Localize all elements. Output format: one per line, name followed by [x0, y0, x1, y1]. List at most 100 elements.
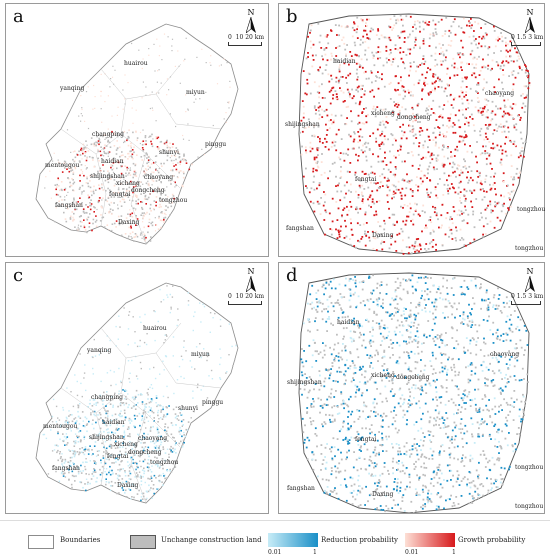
raster-cell — [512, 143, 515, 145]
raster-cell — [301, 100, 304, 102]
raster-cell — [423, 80, 426, 83]
raster-cell — [454, 97, 456, 99]
raster-cell — [380, 425, 383, 428]
raster-cell — [128, 445, 130, 447]
raster-cell — [452, 161, 455, 164]
raster-cell — [302, 112, 305, 115]
raster-cell — [152, 450, 154, 453]
raster-cell — [359, 366, 362, 369]
raster-cell — [358, 485, 361, 487]
raster-cell — [501, 35, 503, 38]
raster-cell — [460, 39, 463, 42]
raster-cell — [468, 492, 471, 495]
raster-cell — [447, 190, 449, 192]
scale-bar-c: 0 10 20 km — [228, 293, 264, 305]
raster-cell — [328, 212, 331, 215]
raster-cell — [52, 160, 54, 162]
raster-cell — [147, 168, 149, 170]
raster-cell — [159, 197, 161, 199]
raster-cell — [82, 420, 84, 422]
raster-cell — [147, 470, 150, 472]
raster-cell — [400, 31, 403, 34]
raster-cell — [321, 404, 324, 407]
raster-cell — [502, 205, 505, 208]
raster-cell — [508, 300, 511, 302]
raster-cell — [207, 108, 209, 110]
raster-cell — [309, 150, 312, 153]
raster-cell — [505, 154, 508, 157]
raster-cell — [417, 373, 419, 376]
raster-cell — [446, 83, 449, 86]
raster-cell — [512, 103, 515, 105]
raster-cell — [460, 431, 462, 434]
raster-cell — [326, 59, 329, 62]
raster-cell — [481, 66, 484, 69]
raster-cell — [317, 69, 320, 71]
raster-cell — [378, 143, 381, 146]
raster-cell — [463, 432, 466, 435]
raster-cell — [142, 435, 144, 438]
raster-cell — [458, 25, 460, 28]
raster-cell — [317, 154, 319, 156]
raster-cell — [429, 430, 432, 433]
raster-cell — [476, 330, 479, 333]
raster-cell — [496, 216, 499, 219]
raster-cell — [147, 180, 149, 182]
raster-cell — [71, 414, 73, 416]
raster-cell — [449, 162, 451, 165]
raster-cell — [320, 197, 322, 199]
raster-cell — [101, 465, 104, 468]
raster-cell — [514, 379, 517, 381]
raster-cell — [417, 429, 420, 432]
raster-cell — [152, 189, 154, 191]
raster-cell — [438, 418, 441, 420]
raster-cell — [466, 99, 469, 102]
raster-cell — [447, 300, 450, 302]
raster-cell — [463, 17, 465, 20]
raster-cell — [497, 107, 499, 110]
raster-cell — [99, 394, 102, 397]
raster-cell — [416, 361, 419, 364]
raster-cell — [473, 238, 476, 241]
raster-cell — [417, 153, 420, 156]
raster-cell — [355, 246, 357, 249]
raster-cell — [378, 451, 380, 454]
raster-cell — [448, 226, 451, 229]
raster-cell — [90, 412, 92, 414]
raster-cell — [174, 155, 177, 158]
raster-cell — [481, 398, 484, 400]
raster-cell — [503, 398, 505, 401]
raster-cell — [482, 421, 484, 424]
raster-cell — [149, 386, 151, 389]
raster-cell — [395, 326, 398, 329]
raster-cell — [481, 418, 483, 421]
raster-cell — [407, 215, 410, 218]
raster-cell — [363, 173, 366, 175]
raster-cell — [316, 445, 318, 448]
beijing-region-map-c — [35, 282, 239, 504]
raster-cell — [462, 393, 465, 395]
raster-cell — [357, 433, 360, 436]
raster-cell — [159, 417, 162, 419]
raster-cell — [98, 138, 101, 141]
raster-cell — [442, 277, 445, 280]
raster-cell — [407, 381, 410, 384]
raster-cell — [386, 122, 389, 124]
raster-cell — [426, 188, 428, 191]
raster-cell — [92, 189, 95, 192]
raster-cell — [350, 380, 353, 383]
raster-cell — [59, 457, 62, 460]
raster-cell — [496, 127, 499, 130]
raster-cell — [393, 314, 395, 317]
raster-cell — [498, 410, 500, 413]
raster-cell — [130, 180, 132, 183]
raster-cell — [83, 226, 86, 229]
raster-cell — [453, 123, 456, 126]
raster-cell — [363, 188, 366, 190]
raster-cell — [331, 220, 334, 223]
raster-cell — [346, 170, 349, 173]
raster-cell — [450, 228, 453, 231]
raster-cell — [480, 483, 483, 485]
raster-cell — [434, 298, 437, 301]
raster-cell — [374, 482, 376, 485]
